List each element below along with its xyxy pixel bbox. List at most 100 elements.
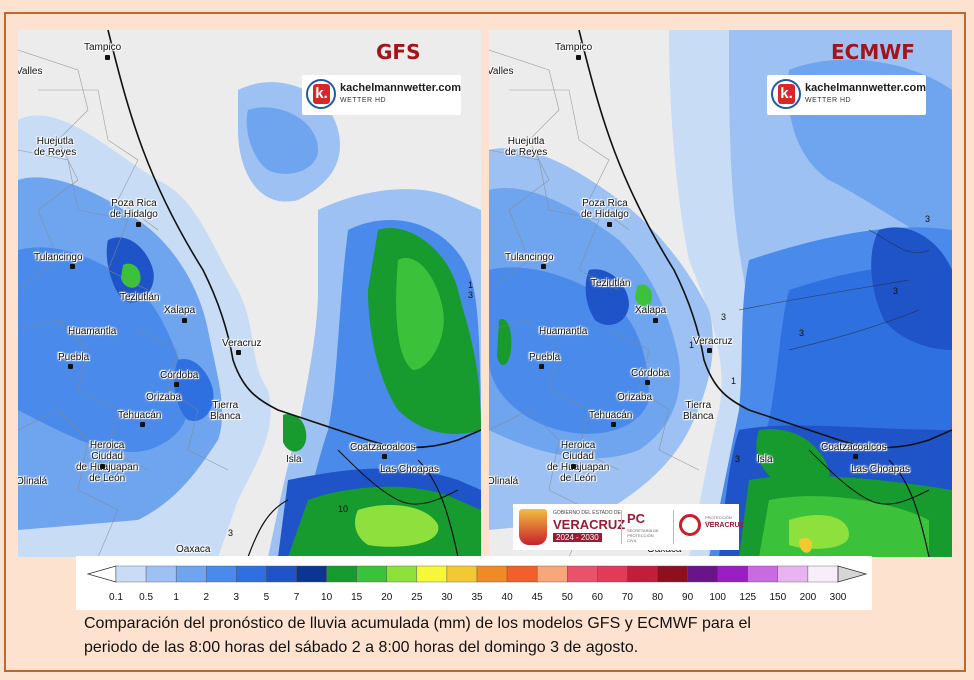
city-label-puebla: Puebla <box>529 352 561 363</box>
contour-label: 10 <box>338 504 349 514</box>
legend-bin <box>717 565 748 583</box>
contour-label: 1 <box>468 280 474 290</box>
city-label-tehuacan: Tehuacán <box>118 410 162 421</box>
city-marker <box>653 318 658 323</box>
city-label-poza-rica: Poza Rica de Hidalgo <box>581 198 629 220</box>
proteccion-civil-icon <box>679 514 701 536</box>
city-marker <box>174 382 179 387</box>
gov-years: 2024 - 2030 <box>553 533 602 542</box>
contour-label: 3 <box>925 214 931 224</box>
legend-tick-label: 7 <box>293 592 300 603</box>
city-label-huamantla: Huamantla <box>539 326 588 337</box>
city-label-tehuacan: Tehuacán <box>589 410 633 421</box>
city-label-isla: Isla <box>286 454 302 465</box>
city-marker <box>853 454 858 459</box>
caption-line1: Comparación del pronóstico de lluvia acu… <box>84 615 751 632</box>
legend-bin <box>266 565 297 583</box>
kachelmann-k-icon: k. <box>306 79 336 109</box>
city-label-coatzacoalcos: Coatzacoalcos <box>350 442 416 453</box>
city-label-huajuapan: Heroica Ciudad de Huajuapan de León <box>547 440 610 484</box>
contour-label: 3 <box>228 528 234 538</box>
legend-tick-label: 20 <box>381 592 393 603</box>
city-label-tampico: Tampico <box>555 42 593 53</box>
city-label-huejutla: Huejutla de Reyes <box>34 136 77 158</box>
legend-tick-label: 60 <box>591 592 603 603</box>
legend-bin <box>536 565 568 583</box>
legend-tick-label: 30 <box>441 592 453 603</box>
gfs-kachelmann-logo: k. kachelmannwetter.com WETTER HD <box>302 75 461 115</box>
city-label-veracruz: Veracruz <box>222 338 262 349</box>
ecmwf-model-title: ECMWF <box>831 40 915 64</box>
legend-bin <box>657 565 688 583</box>
city-marker <box>607 222 612 227</box>
gfs-precip-field <box>18 30 481 557</box>
city-marker <box>140 422 145 427</box>
legend-tick-label: 45 <box>531 592 543 603</box>
city-label-poza-rica: Poza Rica de Hidalgo <box>110 198 158 220</box>
city-marker <box>645 380 650 385</box>
legend-bin <box>326 565 357 583</box>
city-label-olinala: Olinalá <box>489 476 519 487</box>
city-marker <box>539 364 544 369</box>
city-marker <box>707 348 712 353</box>
contour-label: 3 <box>893 286 899 296</box>
city-label-isla: Isla <box>757 454 773 465</box>
legend-tick-label: 2 <box>203 592 210 603</box>
city-marker <box>182 318 187 323</box>
city-label-huajuapan: Heroica Ciudad de Huajuapan de León <box>76 440 139 484</box>
legend-tick-label: 125 <box>739 592 757 603</box>
gfs-model-title: GFS <box>376 40 421 64</box>
city-label-xalapa: Xalapa <box>164 305 196 316</box>
city-label-huamantla: Huamantla <box>68 326 117 337</box>
contour-label: 3 <box>721 312 727 322</box>
contour-label: 1 <box>731 376 737 386</box>
legend-tick-label: 70 <box>621 592 633 603</box>
city-label-tulancingo: Tulancingo <box>34 252 83 263</box>
legend-bin <box>236 565 267 583</box>
city-label-huejutla: Huejutla de Reyes <box>505 136 548 158</box>
city-label-orizaba: Orizaba <box>146 392 182 403</box>
city-marker <box>236 350 241 355</box>
legend-bin <box>777 565 809 583</box>
legend-bin <box>115 565 147 583</box>
legend-tick-label: 1 <box>173 592 179 603</box>
ecmwf-map: ECMWF k. kachelmannwetter.com WETTER HD … <box>489 30 952 557</box>
legend-tick-label: 100 <box>709 592 726 603</box>
city-marker <box>136 222 141 227</box>
legend-bin <box>206 565 237 583</box>
contour-label: 3 <box>799 328 805 338</box>
legend-colorbar <box>86 565 868 583</box>
figure-caption: Comparación del pronóstico de lluvia acu… <box>84 612 944 660</box>
legend-tick-label: 300 <box>829 592 847 603</box>
legend-bin <box>807 565 839 583</box>
legend-bin <box>476 565 508 583</box>
pc-subtext: SECRETARÍA DE PROTECCIÓN CIVIL <box>627 528 659 543</box>
legend-tick-label: 25 <box>411 592 423 603</box>
legend-tick-label: 3 <box>233 592 240 603</box>
city-label-las-choapas: Las Choapas <box>380 464 439 475</box>
contour-label: 3 <box>468 290 474 300</box>
legend-bin <box>627 565 658 583</box>
pc-text: PC <box>627 511 646 526</box>
gov-line1: GOBIERNO DEL ESTADO DE <box>553 510 621 516</box>
legend-bin <box>597 565 628 583</box>
legend-bin <box>386 565 418 583</box>
city-label-oaxaca: Oaxaca <box>176 544 211 555</box>
city-marker <box>541 264 546 269</box>
legend-tick-label: 0.5 <box>139 592 154 603</box>
legend-tick-label: 80 <box>651 592 664 603</box>
precipitation-legend: 0.1 0.5 1 2 3 5 7 10 15 20 25 30 35 40 45 50 60 70 80 90 100… <box>76 556 872 610</box>
legend-tick-label: 40 <box>501 592 513 603</box>
logo-tag-text: WETTER HD <box>340 97 387 104</box>
city-label-puebla: Puebla <box>58 352 90 363</box>
legend-tick-label: 200 <box>799 592 817 603</box>
city-marker <box>382 454 387 459</box>
legend-bin <box>296 565 327 583</box>
city-marker <box>576 55 581 60</box>
legend-bin <box>747 565 779 583</box>
city-label-cordoba: Córdoba <box>160 370 199 381</box>
legend-bin <box>145 565 177 583</box>
veracruz-seal-icon <box>519 509 547 545</box>
legend-tick-label: 5 <box>263 592 270 603</box>
logo-divider <box>621 510 622 544</box>
